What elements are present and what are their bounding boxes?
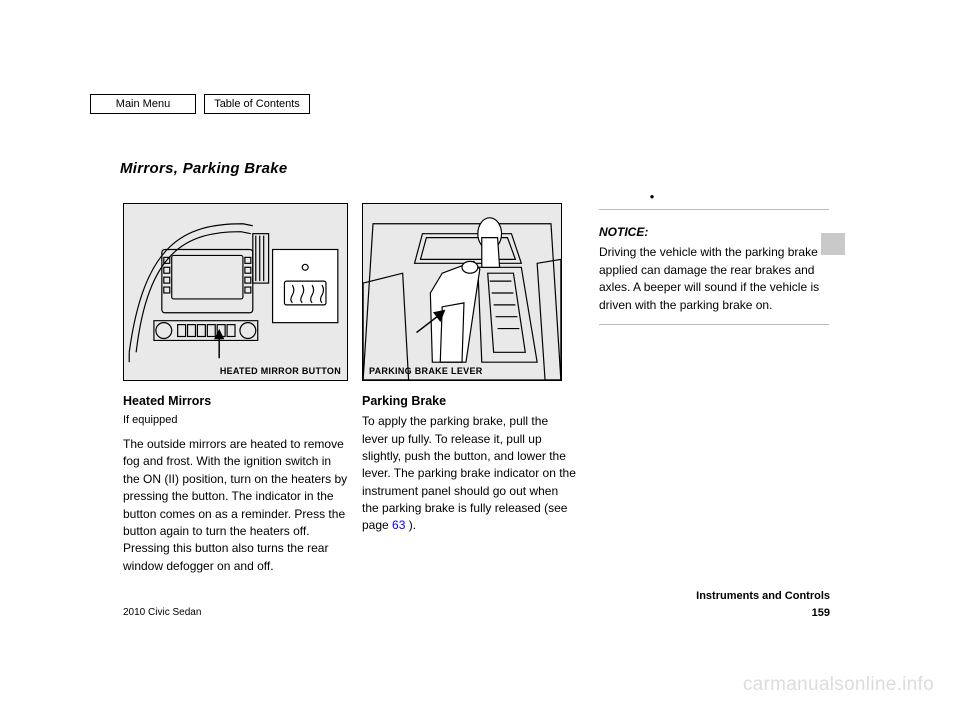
figure-heated-mirror: HEATED MIRROR BUTTON — [123, 203, 348, 381]
notice-p1: Driving the vehicle with the parking bra… — [599, 244, 829, 314]
subhead-heated-mirrors: Heated Mirrors — [123, 392, 348, 410]
page-ref-link[interactable]: 63 — [392, 518, 405, 532]
footer-category: Instruments and Controls — [696, 590, 830, 602]
footer-page-number: 159 — [812, 607, 830, 619]
column-parking-brake: Parking Brake To apply the parking brake… — [362, 392, 577, 535]
main-menu-button[interactable]: Main Menu — [90, 94, 196, 114]
toc-button[interactable]: Table of Contents — [204, 94, 310, 114]
figure-right-caption: PARKING BRAKE LEVER — [369, 366, 483, 376]
footer-date: 2010 Civic Sedan — [123, 607, 201, 618]
col1-p1: The outside mirrors are heated to remove… — [123, 436, 348, 575]
col2-p1: To apply the parking brake, pull the lev… — [362, 413, 577, 535]
page-title: Mirrors, Parking Brake — [120, 160, 288, 177]
column-notice: NOTICE: Driving the vehicle with the par… — [599, 203, 829, 333]
figure-left-caption: HEATED MIRROR BUTTON — [220, 366, 341, 376]
figure-parking-brake: PARKING BRAKE LEVER — [362, 203, 562, 381]
note-if-equipped: If equipped — [123, 413, 348, 429]
subhead-parking-brake: Parking Brake — [362, 392, 577, 410]
notice-label: NOTICE: — [599, 224, 829, 241]
column-heated-mirrors: Heated Mirrors If equipped The outside m… — [123, 392, 348, 575]
bullet-marker: ● — [645, 189, 659, 203]
watermark: carmanualsonline.info — [743, 674, 934, 696]
